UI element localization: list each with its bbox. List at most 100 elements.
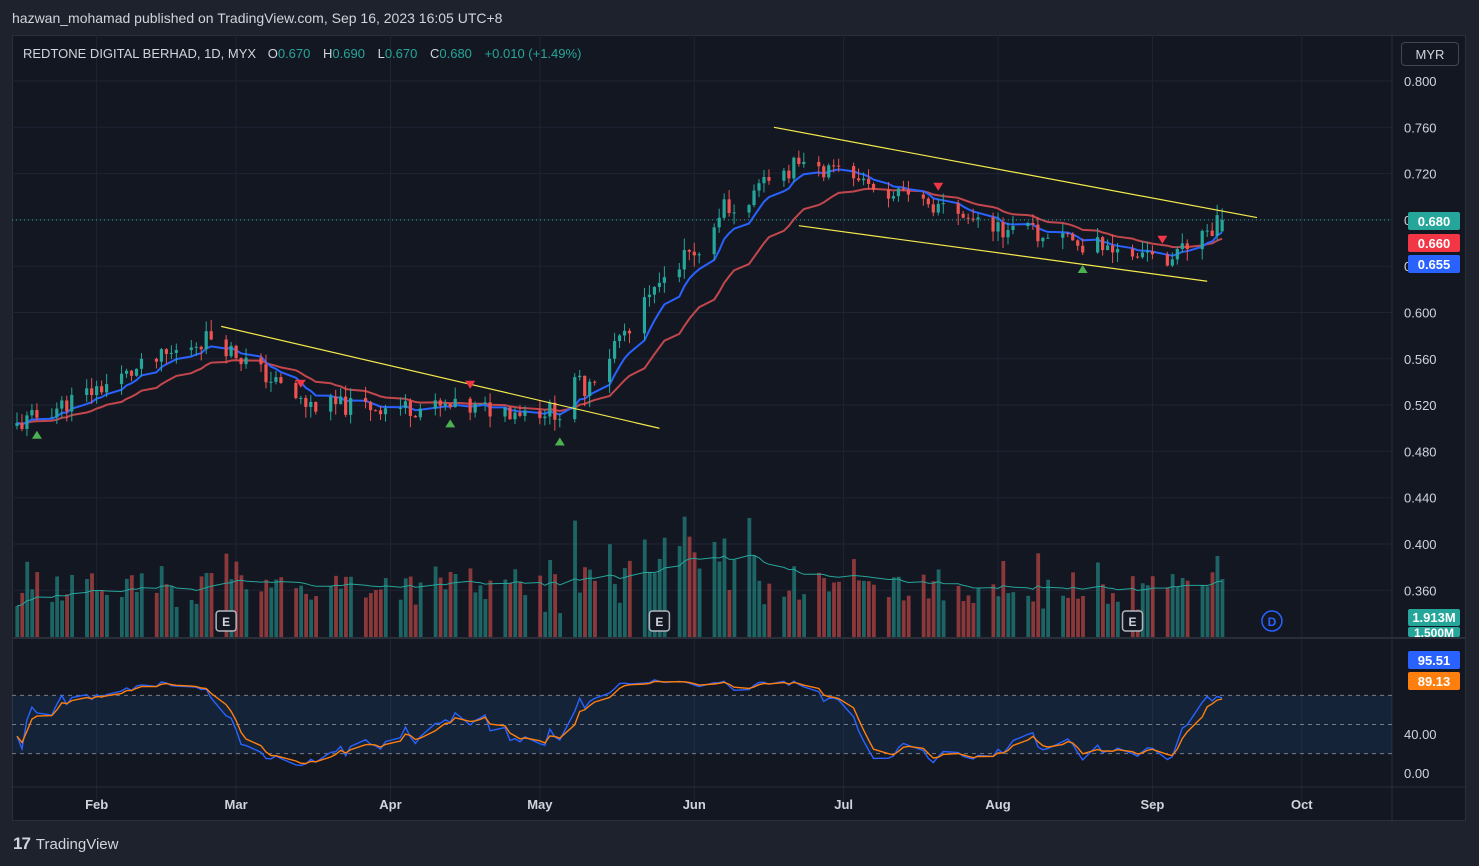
candle-body bbox=[752, 190, 756, 206]
volume-bar bbox=[996, 596, 1001, 637]
candle-body bbox=[996, 222, 1000, 232]
candle-body bbox=[1150, 251, 1155, 255]
volume-bar bbox=[1145, 585, 1150, 637]
volume-bar bbox=[921, 574, 926, 637]
candle-body bbox=[687, 249, 691, 252]
earnings-icon: E bbox=[215, 610, 237, 632]
candle-body bbox=[329, 396, 333, 412]
candle-body bbox=[239, 358, 243, 365]
signal-arrows bbox=[31, 182, 1168, 446]
candle-body bbox=[573, 377, 577, 420]
candle-body bbox=[448, 403, 452, 408]
candle-body bbox=[518, 412, 522, 416]
volume-bar bbox=[508, 583, 513, 637]
candle-body bbox=[767, 176, 771, 181]
candle-body bbox=[1096, 237, 1100, 253]
volume-bar bbox=[852, 559, 856, 637]
volume-bar bbox=[448, 571, 453, 637]
volume-bar bbox=[657, 558, 662, 637]
volume-bar bbox=[976, 588, 981, 637]
candle-body bbox=[438, 400, 442, 406]
candle-body bbox=[478, 403, 482, 405]
candle-body bbox=[961, 213, 965, 218]
volume-bar bbox=[304, 593, 309, 637]
stoch-band bbox=[12, 694, 1392, 755]
candle-body bbox=[403, 401, 408, 409]
volume-bar bbox=[583, 567, 587, 637]
volume-bar bbox=[169, 586, 174, 637]
candle-body bbox=[334, 396, 338, 405]
candle-body bbox=[1036, 224, 1040, 242]
candle-body bbox=[383, 408, 388, 415]
volume-bars bbox=[15, 516, 1225, 637]
volume-bar bbox=[861, 580, 866, 637]
volume-bar bbox=[65, 594, 69, 637]
candle-body bbox=[30, 410, 34, 416]
candle-body bbox=[169, 352, 173, 354]
volume-bar bbox=[871, 584, 876, 637]
candle-body bbox=[413, 415, 417, 418]
candle-body bbox=[1046, 237, 1050, 239]
volume-bar bbox=[762, 604, 767, 637]
stoch-k-badge: 95.51 bbox=[1408, 651, 1460, 669]
currency-button[interactable]: MYR bbox=[1401, 42, 1459, 66]
time-tick-label: May bbox=[527, 797, 553, 812]
volume-bar bbox=[1066, 597, 1070, 637]
candle-body bbox=[363, 397, 368, 402]
candle-body bbox=[1006, 230, 1010, 238]
volume-bar bbox=[503, 579, 508, 637]
stoch-tick-label: 0.00 bbox=[1404, 766, 1429, 781]
volume-bar bbox=[239, 575, 244, 637]
candle-body bbox=[1071, 233, 1075, 241]
candle-body bbox=[926, 198, 930, 205]
earnings-box bbox=[215, 610, 237, 632]
volume-ma bbox=[16, 554, 1223, 607]
volume-bar bbox=[1106, 603, 1110, 637]
candle-body bbox=[757, 183, 761, 191]
volume-bar bbox=[697, 568, 702, 637]
volume-bar bbox=[159, 566, 164, 637]
candle-body bbox=[1220, 219, 1224, 232]
symbol-legend: REDTONE DIGITAL BERHAD, 1D, MYX O0.670 H… bbox=[23, 46, 590, 61]
volume-bar bbox=[523, 595, 528, 637]
candle-body bbox=[832, 165, 836, 167]
candle-body bbox=[174, 350, 178, 353]
candle-body bbox=[588, 381, 592, 397]
volume-bar bbox=[822, 578, 826, 637]
ma-red-line bbox=[16, 187, 1223, 425]
candle-body bbox=[627, 330, 632, 334]
volume-bar bbox=[1210, 572, 1215, 637]
volume-bar bbox=[727, 590, 732, 637]
candle-body bbox=[1140, 252, 1145, 258]
time-tick-label: Apr bbox=[379, 797, 401, 812]
volume-bar bbox=[349, 576, 353, 637]
volume-bar bbox=[134, 592, 139, 637]
candle-body bbox=[408, 401, 412, 416]
candle-body bbox=[941, 203, 945, 205]
volume-bar bbox=[926, 598, 931, 637]
volume-bar bbox=[224, 553, 229, 637]
volume-bar bbox=[70, 574, 74, 637]
candle-body bbox=[100, 386, 104, 393]
candle-body bbox=[1101, 237, 1105, 251]
volume-bar bbox=[90, 573, 94, 637]
price-tick-label: 0.560 bbox=[1404, 352, 1437, 367]
candle-body bbox=[189, 347, 193, 351]
candle-body bbox=[797, 157, 801, 165]
candle-body bbox=[558, 419, 562, 421]
dividend-icon: D bbox=[1261, 610, 1283, 632]
volume-badge: 1.913M bbox=[1408, 609, 1460, 626]
candle-body bbox=[304, 397, 308, 407]
volume-bar bbox=[966, 595, 971, 637]
buy-signal-icon bbox=[1077, 265, 1088, 274]
candle-body bbox=[523, 410, 527, 416]
volume-bar bbox=[1170, 574, 1175, 637]
candle-body bbox=[164, 349, 168, 354]
time-tick-label: Jun bbox=[683, 797, 706, 812]
earnings-box bbox=[1121, 610, 1144, 632]
time-tick-label: Mar bbox=[225, 797, 248, 812]
candle-body bbox=[368, 401, 373, 411]
tradingview-brand[interactable]: 17 TradingView bbox=[13, 834, 118, 854]
close-label: C bbox=[429, 46, 440, 61]
